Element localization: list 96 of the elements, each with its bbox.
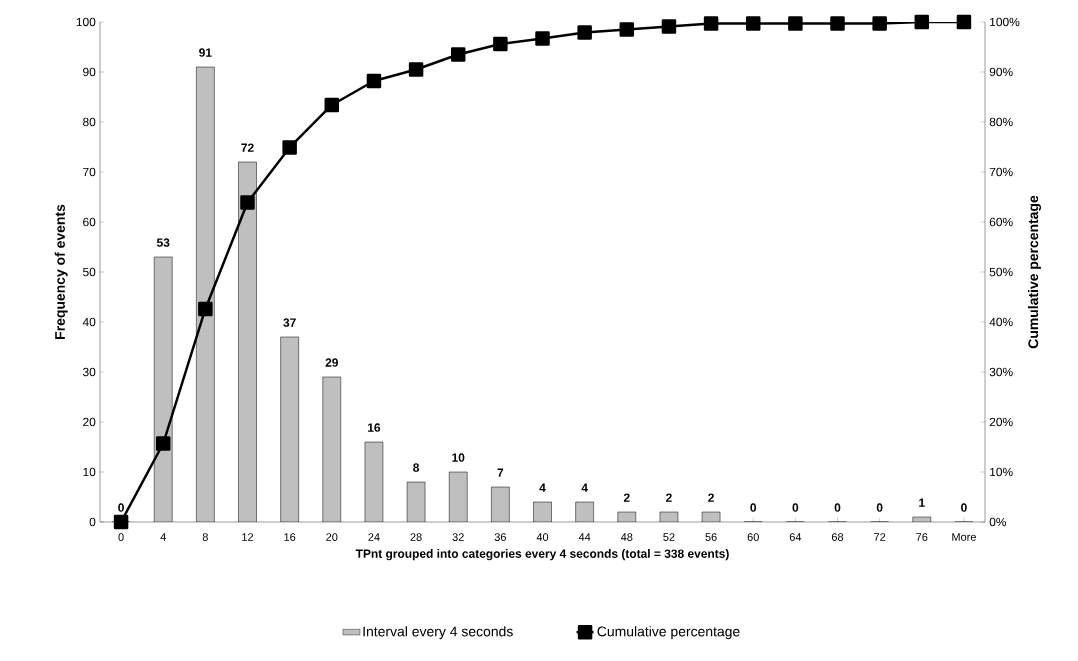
data-label: 91 (199, 48, 212, 57)
y2-tick-label: 20% (989, 417, 1013, 427)
x-tick-label: 72 (874, 533, 886, 541)
point (577, 25, 592, 40)
legend-label: Interval every 4 seconds (363, 626, 513, 640)
x-tick-label: 4 (160, 533, 166, 541)
x-tick-label: 52 (663, 533, 675, 541)
data-label: 4 (539, 483, 546, 492)
data-label: 7 (497, 468, 504, 477)
x-tick-label: 0 (118, 533, 124, 541)
bar (154, 257, 173, 522)
y-tick-label: 40 (82, 317, 96, 327)
point (366, 73, 382, 89)
point (661, 19, 677, 34)
bar (196, 67, 215, 522)
data-label: 53 (156, 238, 170, 247)
point (408, 62, 424, 77)
x-tick-label: 8 (202, 533, 208, 541)
x-tick-label: 48 (620, 533, 633, 541)
data-label: 0 (961, 503, 967, 512)
point (619, 22, 635, 37)
data-label: 8 (413, 463, 420, 472)
y2-tick-label: 70% (989, 167, 1013, 177)
bar (238, 162, 257, 522)
y2-tick-label: 10% (990, 467, 1013, 477)
point (914, 14, 930, 30)
point (324, 97, 340, 113)
data-label: 16 (368, 423, 381, 432)
y2-tick-label: 40% (989, 317, 1013, 327)
data-label: 0 (876, 503, 883, 512)
y2-tick-label: 90% (989, 67, 1013, 77)
y-tick-label: 30 (82, 367, 96, 377)
point (450, 47, 466, 62)
data-label: 2 (623, 493, 630, 502)
y2-tick-label: 30% (989, 367, 1013, 377)
point (113, 514, 129, 530)
legend-label: Cumulative percentage (597, 626, 740, 640)
data-label: 2 (708, 493, 714, 502)
y-axis-title: Frequency of events (54, 204, 68, 339)
x-tick-label: 12 (242, 533, 254, 541)
point (155, 436, 171, 451)
y-tick-label: 80 (83, 117, 96, 127)
data-label: 0 (792, 503, 799, 512)
bar (449, 472, 468, 522)
y2-tick-label: 60% (989, 217, 1013, 227)
x-axis-title: TPnt grouped into categories every 4 seconds (total = 338 events) (355, 549, 729, 561)
y2-tick-label: 100% (990, 17, 1020, 27)
point (745, 16, 761, 31)
x-tick-label: 64 (789, 533, 802, 541)
y2-tick-label: 0% (989, 517, 1007, 527)
data-label: 10 (452, 453, 465, 462)
y-tick-label: 0 (89, 517, 96, 527)
data-label: 0 (118, 503, 124, 512)
x-tick-label: 28 (410, 533, 422, 541)
point (956, 14, 972, 30)
point (830, 16, 845, 31)
data-label: 72 (241, 143, 254, 152)
data-label: 37 (283, 318, 296, 327)
y-tick-label: 50 (83, 267, 96, 277)
data-label: 0 (834, 503, 841, 512)
point (493, 36, 508, 52)
x-tick-label: 76 (916, 533, 928, 541)
data-label: 2 (666, 493, 672, 502)
data-label: 4 (581, 483, 588, 492)
y-tick-label: 20 (83, 417, 96, 427)
y2-tick-label: 50% (989, 267, 1013, 277)
x-tick-label: 36 (494, 533, 506, 541)
x-tick-label: 24 (368, 533, 380, 541)
y-tick-label: 100 (76, 17, 96, 27)
y2-tick-label: 80% (989, 117, 1013, 127)
point (240, 195, 255, 210)
y2-axis-title: Cumulative percentage (1027, 195, 1041, 349)
x-tick-label: 44 (578, 533, 591, 541)
y-tick-label: 90 (83, 67, 96, 77)
point (872, 16, 887, 31)
x-tick-label: More (952, 533, 976, 541)
data-label: 0 (750, 503, 757, 512)
x-tick-label: 60 (747, 533, 759, 541)
x-tick-label: 40 (536, 533, 549, 541)
x-tick-label: 56 (705, 533, 717, 541)
x-tick-label: 32 (452, 533, 464, 541)
data-label: 1 (919, 498, 925, 507)
y-tick-label: 70 (83, 167, 96, 177)
point (282, 140, 297, 155)
point (788, 16, 803, 31)
point (535, 31, 550, 46)
x-tick-label: 16 (284, 533, 296, 541)
point (703, 16, 719, 31)
bar (280, 337, 299, 522)
point (198, 301, 213, 317)
data-label: 29 (325, 358, 338, 367)
y-tick-label: 60 (83, 217, 96, 227)
bar (322, 377, 341, 522)
x-tick-label: 20 (326, 533, 338, 541)
x-tick-label: 68 (831, 533, 844, 541)
y-tick-label: 10 (83, 467, 96, 477)
